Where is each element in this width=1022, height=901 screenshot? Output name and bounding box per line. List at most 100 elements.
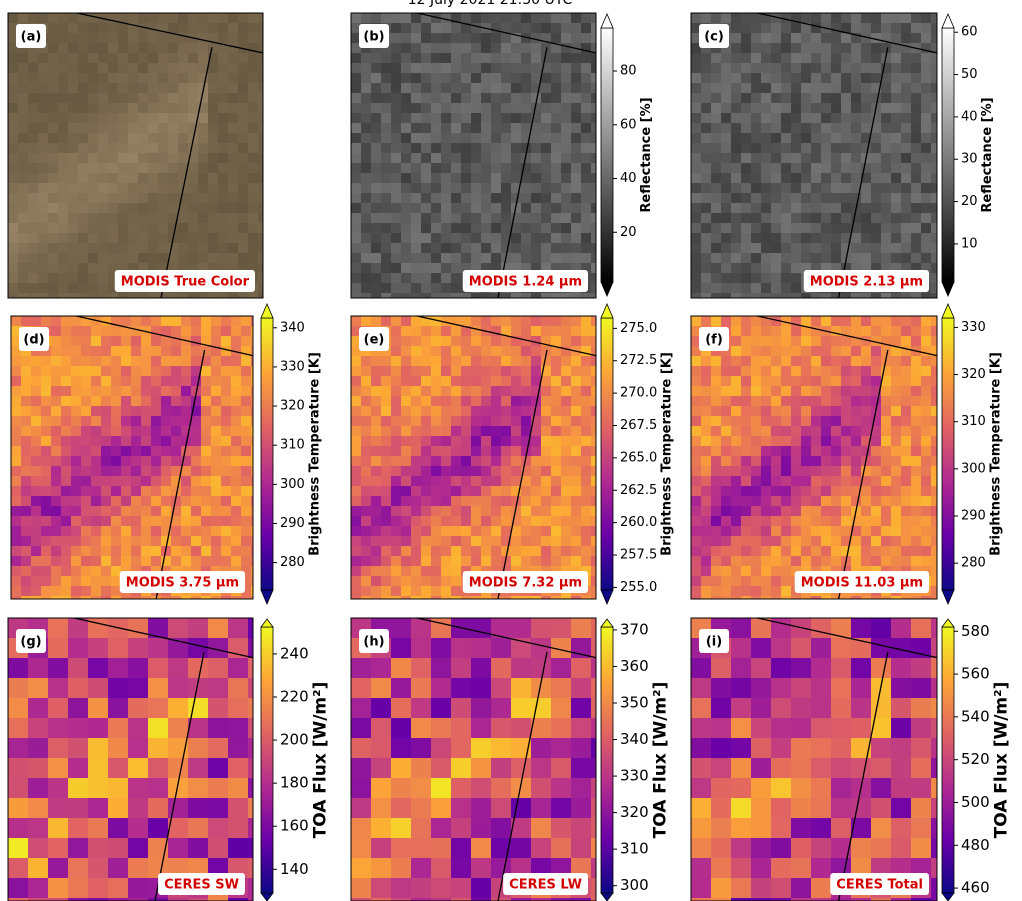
pixel <box>551 386 561 396</box>
pixel <box>248 203 258 213</box>
pixel <box>28 678 48 698</box>
pixel <box>541 133 551 143</box>
pixel <box>161 416 171 426</box>
pixel <box>571 93 581 103</box>
pixel <box>38 163 48 173</box>
pixel <box>771 273 781 283</box>
pixel <box>781 346 791 356</box>
pixel <box>721 163 731 173</box>
pixel <box>128 43 138 53</box>
pixel <box>911 486 921 496</box>
pixel <box>901 223 911 233</box>
pixel <box>521 33 531 43</box>
pixel <box>591 638 596 658</box>
pixel <box>541 243 551 253</box>
pixel <box>48 193 58 203</box>
pixel <box>18 243 28 253</box>
pixel <box>48 73 58 83</box>
pixel <box>191 536 201 546</box>
pixel <box>51 406 61 416</box>
pixel <box>41 596 51 599</box>
pixel <box>911 546 921 556</box>
pixel <box>181 406 191 416</box>
pixel <box>78 43 88 53</box>
pixel <box>141 386 151 396</box>
pixel <box>561 223 571 233</box>
pixel <box>208 133 218 143</box>
pixel <box>401 596 411 599</box>
pixel <box>501 436 511 446</box>
pixel <box>891 638 911 658</box>
pixel <box>481 63 491 73</box>
pixel <box>781 356 791 366</box>
pixel <box>921 546 931 556</box>
pixel <box>581 293 591 298</box>
pixel <box>501 263 511 273</box>
pixel <box>911 596 921 599</box>
colorbar-extend <box>260 302 274 319</box>
pixel <box>701 516 711 526</box>
pixel <box>151 466 161 476</box>
pixel <box>581 366 591 376</box>
pixel <box>68 263 78 273</box>
pixel <box>401 546 411 556</box>
state-border <box>160 47 213 299</box>
pixel <box>931 576 937 586</box>
pixel <box>861 386 871 396</box>
pixel <box>701 283 711 293</box>
pixel <box>68 193 78 203</box>
pixel <box>421 133 431 143</box>
pixel <box>931 426 937 436</box>
pixel <box>901 253 911 263</box>
pixel <box>551 103 561 113</box>
pixel <box>791 233 801 243</box>
pixel <box>761 346 771 356</box>
pixel <box>841 243 851 253</box>
pixel <box>361 253 371 263</box>
pixel <box>871 496 881 506</box>
pixel <box>38 93 48 103</box>
pixel <box>128 798 148 818</box>
pixel <box>101 386 111 396</box>
pixel <box>431 13 441 23</box>
pixel <box>201 436 211 446</box>
pixel <box>131 376 141 386</box>
pixel <box>591 13 596 23</box>
pixel <box>471 163 481 173</box>
pixel <box>551 33 561 43</box>
pixel <box>871 658 891 678</box>
pixel <box>901 416 911 426</box>
pixel <box>208 758 228 778</box>
pixel <box>441 283 451 293</box>
pixel <box>861 406 871 416</box>
pixel <box>771 163 781 173</box>
pixel <box>211 426 221 436</box>
pixel <box>171 346 181 356</box>
state-border <box>417 12 597 54</box>
pixel <box>188 253 198 263</box>
pixel <box>121 536 131 546</box>
pixel <box>8 173 18 183</box>
pixel <box>248 638 253 658</box>
pixel <box>51 326 61 336</box>
pixel <box>891 223 901 233</box>
pixel <box>591 193 596 203</box>
label-box <box>503 873 588 895</box>
pixel <box>51 426 61 436</box>
pixel <box>481 173 491 183</box>
pixel <box>541 496 551 506</box>
pixel <box>351 233 361 243</box>
pixel <box>171 376 181 386</box>
pixel <box>851 133 861 143</box>
pixel <box>411 376 421 386</box>
pixel <box>391 556 401 566</box>
pixel <box>731 293 741 298</box>
pixel <box>188 83 198 93</box>
pixel <box>58 293 68 298</box>
pixel <box>911 456 921 466</box>
pixel <box>371 203 381 213</box>
pixel <box>78 83 88 93</box>
pixel <box>141 316 151 326</box>
pixel <box>731 33 741 43</box>
pixel <box>198 293 208 298</box>
